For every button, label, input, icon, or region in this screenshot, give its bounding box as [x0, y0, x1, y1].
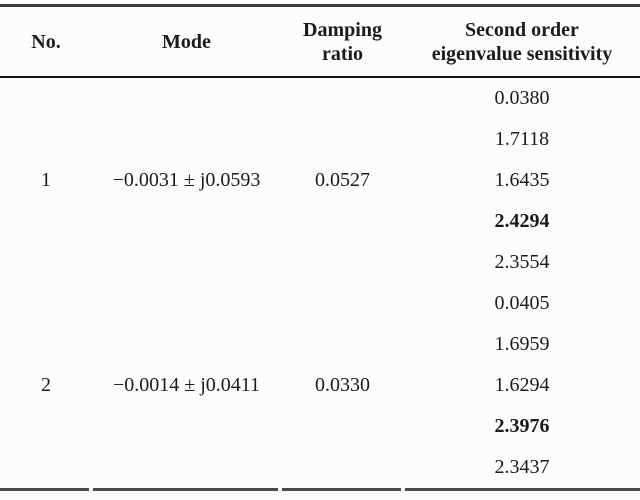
cell-mode-1: −0.0031 ± j0.0593 — [112, 169, 261, 191]
cell-mode-2: −0.0014 ± j0.0411 — [92, 283, 281, 491]
table-row: 1 −0.0031 ± j0.0593 0.0527 0.0380 — [0, 77, 640, 191]
column-header-no: No. — [0, 5, 92, 78]
table-row: 2.4294 — [0, 201, 640, 242]
cell-sensitivity: 1.6435 — [494, 169, 550, 191]
table-row: 1.6435 — [0, 160, 640, 201]
cell-damping-ratio-2: 0.0330 — [281, 283, 404, 491]
eigenvalue-sensitivity-table: No. Mode Damping ratio Second order eige… — [0, 4, 640, 491]
column-header-damping-ratio: Damping ratio — [281, 5, 404, 78]
bottom-rule-gap — [401, 486, 405, 493]
cell-sensitivity: 0.0405 — [494, 292, 550, 314]
cell-sensitivity: 0.0380 — [494, 87, 550, 109]
table-row: 2.3976 — [0, 406, 640, 447]
cell-sensitivity: 1.6294 — [494, 374, 550, 396]
table-row: 1.6294 — [0, 365, 640, 406]
cell-sensitivity: 2.3554 — [494, 251, 550, 273]
cell-sensitivity-bold: 2.3976 — [494, 415, 550, 437]
column-header-mode: Mode — [92, 5, 281, 78]
cell-damping-ratio-1: 0.0527 — [315, 169, 370, 191]
table-row: 2.3437 — [0, 447, 640, 491]
table-body: 1 −0.0031 ± j0.0593 0.0527 0.0380 1.7118… — [0, 77, 640, 491]
cell-no-1: 1 — [41, 169, 51, 191]
cell-no-2: 2 — [0, 283, 92, 491]
table-row: 2.3554 — [0, 242, 640, 283]
bottom-rule-gap — [278, 486, 282, 493]
cell-sensitivity: 1.6959 — [494, 333, 550, 355]
bottom-rule-gap — [89, 486, 93, 493]
table-header-row: No. Mode Damping ratio Second order eige… — [0, 5, 640, 78]
table-row: 1.7118 — [0, 119, 640, 160]
table-row: 2 −0.0014 ± j0.0411 0.0330 0.0405 — [0, 283, 640, 491]
cell-sensitivity: 1.7118 — [494, 128, 550, 150]
table-row: 1.6959 — [0, 324, 640, 365]
column-header-second-order-eigenvalue-sensitivity: Second order eigenvalue sensitivity — [404, 5, 640, 78]
cell-sensitivity-bold: 2.4294 — [494, 210, 550, 232]
cell-sensitivity: 2.3437 — [404, 447, 640, 491]
